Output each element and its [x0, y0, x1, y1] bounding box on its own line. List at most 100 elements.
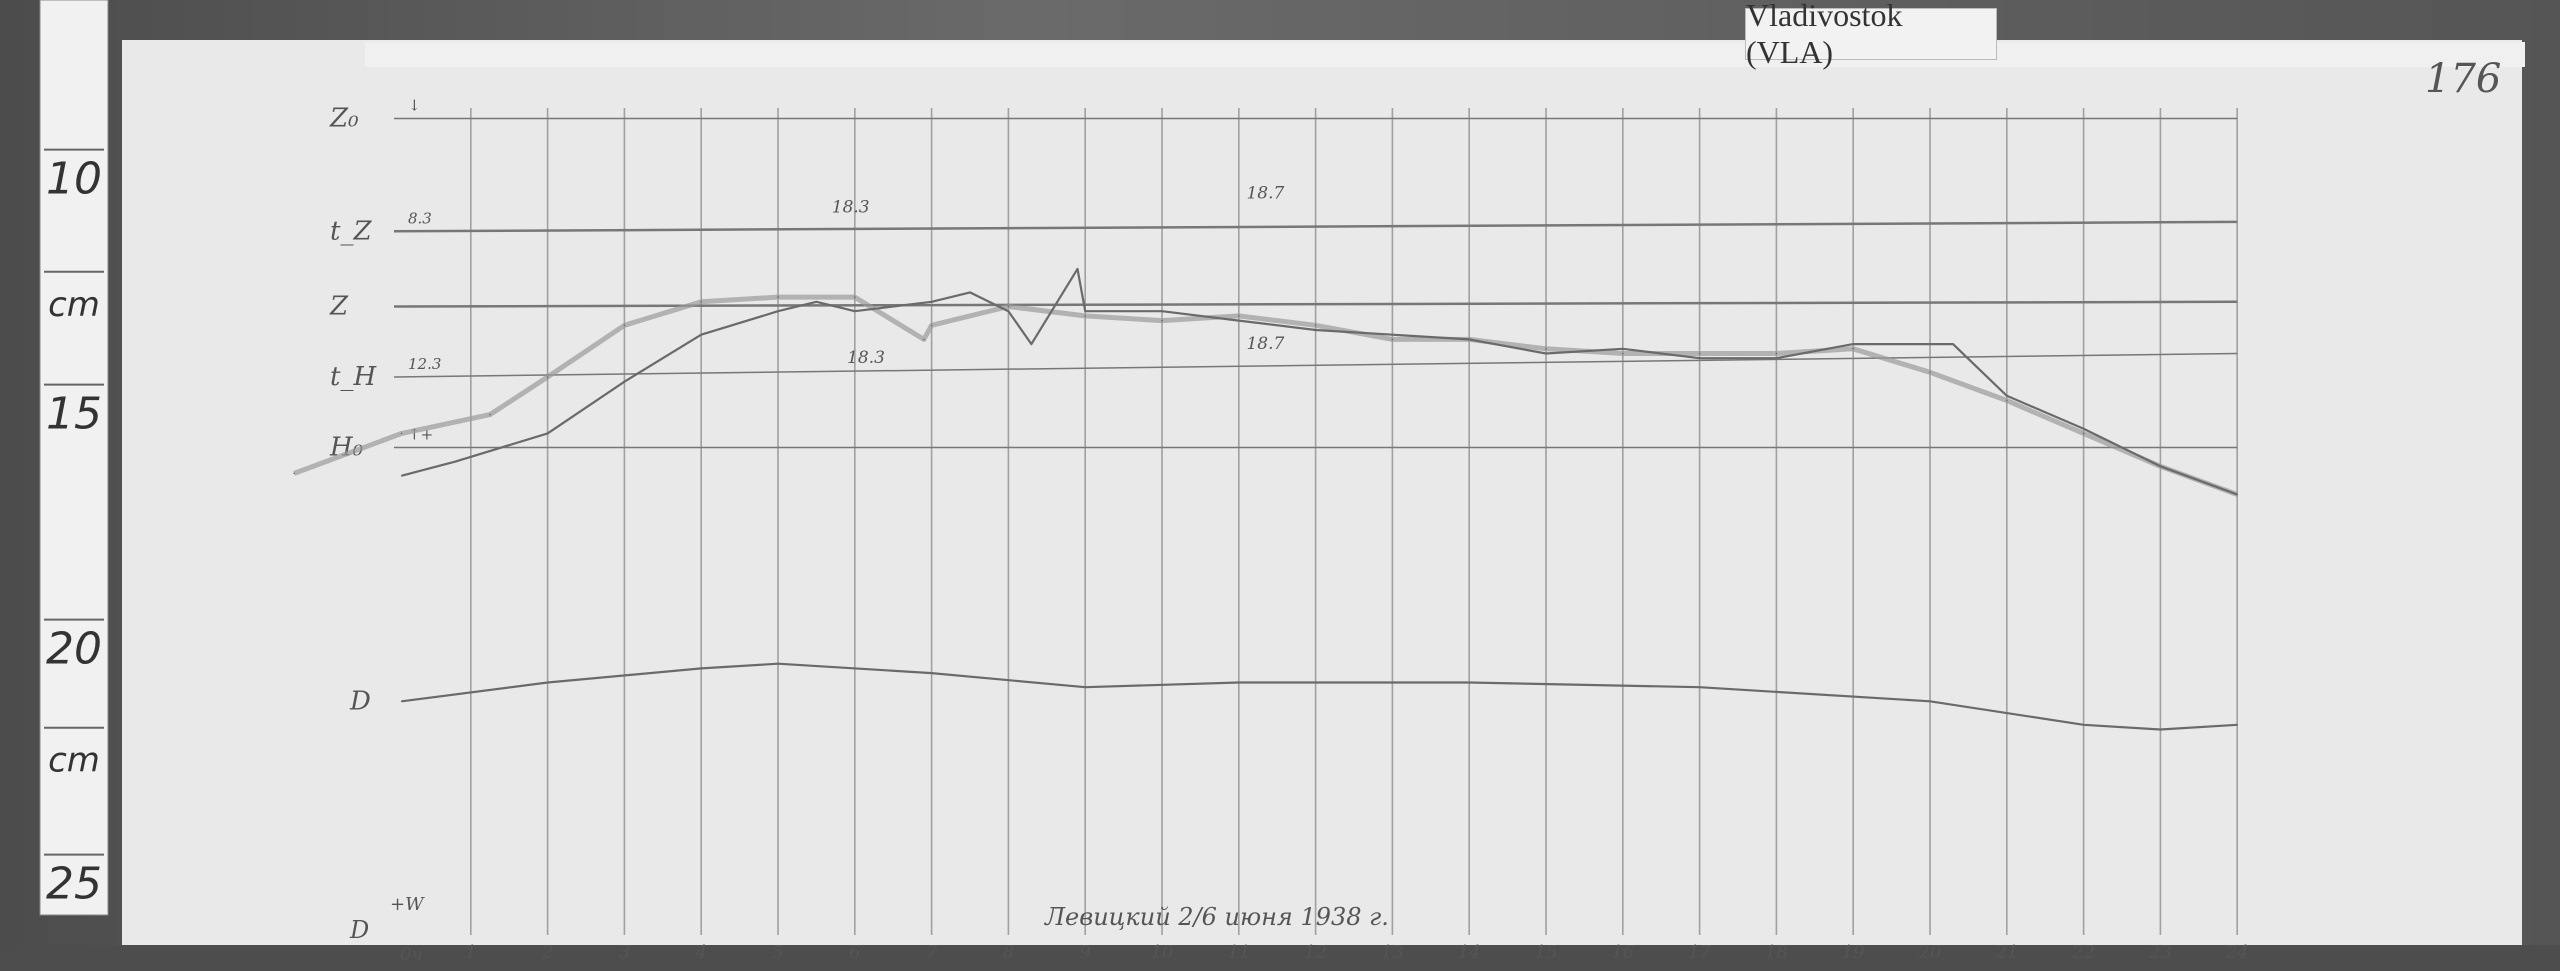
- hour-tick-label: 19: [1842, 942, 1865, 963]
- trace-2-point: [1468, 681, 1470, 684]
- hour-tick-label: 22: [2071, 942, 2095, 963]
- hour-tick-label: 2: [541, 942, 553, 963]
- ruler-label: cm: [48, 741, 100, 781]
- station-label: Vladivostok (VLA): [1745, 0, 1997, 70]
- trace-1-point: [2236, 493, 2238, 496]
- hour-tick-label: 11: [1227, 942, 1250, 963]
- ruler-label: 20: [46, 624, 102, 675]
- annotation: 18.7: [1246, 334, 1284, 354]
- ruler-label: 25: [46, 859, 102, 910]
- hour-tick-label: 7: [926, 942, 938, 963]
- trace-0-point: [923, 338, 925, 341]
- hour-tick-label: 15: [1535, 942, 1558, 963]
- trace-0-point: [1391, 338, 1394, 341]
- trace-1-point: [1952, 343, 1954, 345]
- trace-2-point: [1238, 681, 1240, 684]
- trace-1-point: [1545, 352, 1547, 355]
- hour-tick-label: 10: [1151, 942, 1174, 963]
- baseline-3: [393, 352, 2238, 378]
- trace-1-point: [1007, 310, 1010, 313]
- trace-2-point: [930, 672, 933, 674]
- footer-d-label: D: [349, 916, 369, 944]
- bottom-frame: [0, 945, 2560, 971]
- trace-1-point: [930, 301, 933, 303]
- trace-0-point: [777, 296, 779, 298]
- trace-0-point: [1007, 305, 1010, 308]
- baseline-label: Z₀: [329, 104, 359, 134]
- trace-0-point: [1929, 371, 1931, 374]
- trace-0-point: [930, 324, 933, 327]
- trace-0-point: [700, 301, 702, 303]
- trace-1-point: [400, 474, 403, 477]
- baseline-1: [393, 220, 2238, 233]
- footer-signature: Левицкий 2/6 июня 1938 г.: [1044, 903, 1389, 931]
- trace-0-point: [1622, 352, 1624, 355]
- trace-1-point: [1084, 310, 1086, 313]
- hour-tick-label: 24: [2225, 942, 2249, 963]
- hour-tick-label: 9: [1079, 942, 1090, 963]
- trace-1-point: [1698, 357, 1701, 360]
- baseline-2: [393, 300, 2238, 308]
- trace-1-point: [1775, 357, 1778, 360]
- trace-0-point: [2082, 432, 2085, 435]
- trace-0-point: [623, 324, 626, 327]
- annotation: 18.3: [832, 198, 870, 218]
- trace-0-point: [489, 413, 491, 416]
- trace-1-point: [1929, 343, 1931, 345]
- baseline-label: Z: [329, 292, 349, 322]
- baseline-label: t_H: [330, 362, 377, 392]
- sheet-number: 176: [2425, 56, 2501, 102]
- trace-1-point: [2159, 465, 2162, 468]
- annotation: 18.7: [1246, 183, 1284, 203]
- baseline-label: t_Z: [330, 216, 372, 246]
- trace-1-point: [1852, 343, 1854, 345]
- trace-1-point: [546, 432, 549, 435]
- annotation: 18.3: [847, 348, 885, 368]
- trace-1-point: [1076, 268, 1079, 270]
- trace-1-point: [623, 380, 626, 383]
- trace-label: D: [349, 686, 371, 716]
- hour-tick-label: 1: [465, 942, 476, 963]
- trace-2-point: [546, 681, 549, 684]
- hour-tick-label: 6: [849, 942, 860, 963]
- trace-1-point: [700, 333, 702, 336]
- hour-tick-label: 5: [772, 942, 783, 963]
- trace-1-point: [454, 460, 457, 463]
- hour-tick-label: 20: [1918, 942, 1942, 963]
- trace-1-point: [1161, 310, 1163, 313]
- trace-1-point: [815, 301, 818, 303]
- footer-zero-label: 0ч: [400, 944, 423, 965]
- trace-0-point: [293, 472, 295, 475]
- hour-tick-label: 8: [1003, 942, 1014, 963]
- trace-1-point: [1622, 348, 1624, 350]
- hour-tick-label: 4: [694, 942, 706, 963]
- trace-2-point: [777, 662, 779, 665]
- trace-1-point: [854, 310, 856, 313]
- hour-tick-label: 23: [2148, 942, 2172, 963]
- trace-2-point: [1698, 686, 1701, 688]
- baseline-sublabel: 8.3: [408, 209, 432, 227]
- trace-1-point: [1238, 319, 1240, 322]
- trace-1-point: [969, 291, 971, 294]
- trace-1-point: [1468, 338, 1470, 341]
- hour-tick-label: 14: [1458, 942, 1481, 963]
- trace-0-point: [1161, 319, 1163, 322]
- trace-2-point: [400, 700, 403, 703]
- footer-w-label: +W: [390, 894, 425, 915]
- trace-0-point: [1238, 315, 1240, 317]
- ruler-label: 15: [46, 389, 102, 440]
- trace-0-point: [1852, 348, 1854, 350]
- hour-tick-label: 12: [1304, 942, 1327, 963]
- trace-2-point: [1929, 700, 1931, 703]
- hour-tick-label: 21: [1994, 942, 2018, 963]
- ruler-label: cm: [48, 285, 100, 325]
- baseline-sublabel: ↓: [408, 97, 421, 115]
- ruler-label: 10: [46, 154, 102, 205]
- paper-sheet: [122, 40, 2522, 945]
- trace-0-point: [1775, 352, 1778, 355]
- trace-0-point: [1314, 324, 1317, 327]
- trace-2-point: [700, 667, 702, 670]
- hour-tick-label: 13: [1381, 942, 1404, 963]
- trace-0-point: [400, 432, 403, 435]
